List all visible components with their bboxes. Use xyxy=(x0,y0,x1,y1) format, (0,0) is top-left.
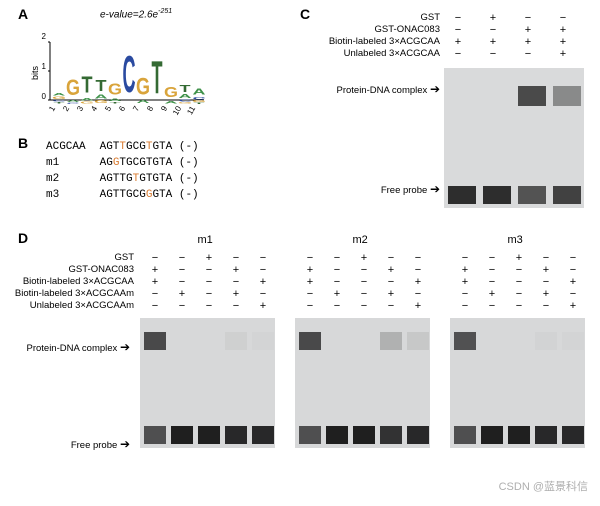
complex-text-d: Protein-DNA complex xyxy=(26,343,117,354)
complex-label-c: Protein-DNA complex ➔ xyxy=(300,82,440,96)
svg-text:4: 4 xyxy=(89,104,99,113)
free-text-d: Free probe xyxy=(71,440,117,451)
svg-text:5: 5 xyxy=(103,104,113,113)
panel-b-label: B xyxy=(18,135,28,151)
panel-d-label: D xyxy=(18,230,28,246)
svg-text:T: T xyxy=(179,84,190,95)
free-text-c: Free probe xyxy=(381,185,427,196)
svg-text:G: G xyxy=(66,76,80,100)
svg-text:9: 9 xyxy=(159,104,169,113)
evalue-exp: -251 xyxy=(158,8,172,15)
svg-text:G: G xyxy=(94,99,108,104)
svg-text:3: 3 xyxy=(75,104,85,113)
panel-a-label: A xyxy=(18,6,28,22)
free-label-c: Free probe ➔ xyxy=(350,182,440,196)
watermark-text: CSDN @蓝景科信 xyxy=(499,478,588,494)
svg-text:C: C xyxy=(67,103,80,105)
svg-text:A: A xyxy=(193,87,206,96)
svg-text:T: T xyxy=(53,102,64,104)
svg-text:G: G xyxy=(52,96,66,100)
svg-text:G: G xyxy=(164,84,178,101)
svg-text:G: G xyxy=(192,100,206,103)
svg-text:6: 6 xyxy=(117,104,127,113)
svg-text:A: A xyxy=(94,94,108,100)
svg-text:G: G xyxy=(108,80,122,98)
complex-label-d: Protein-DNA complex ➔ xyxy=(0,340,130,354)
logo-tick-0: 0 xyxy=(36,92,46,101)
sequence-table: ACGCAAAGTTGCGTGTA (-)m1AGGTGCGTGTA (-)m2… xyxy=(38,138,207,204)
logo-tick-1: 1 xyxy=(36,62,46,71)
svg-text:11: 11 xyxy=(185,104,197,116)
svg-text:8: 8 xyxy=(145,104,155,113)
gel-c xyxy=(444,68,584,208)
evalue-text: e-value=2.6e-251 xyxy=(100,8,172,20)
svg-text:T: T xyxy=(82,73,93,99)
arrow-icon: ➔ xyxy=(430,182,440,196)
svg-text:7: 7 xyxy=(131,104,141,113)
svg-text:C: C xyxy=(193,96,206,100)
arrow-icon: ➔ xyxy=(120,437,130,451)
svg-text:G: G xyxy=(178,102,192,104)
svg-text:T: T xyxy=(194,102,205,104)
logo-tick-2: 2 xyxy=(36,32,46,41)
svg-text:2: 2 xyxy=(61,104,71,113)
svg-text:A: A xyxy=(53,92,67,96)
sequence-logo: TCGA1CAG2GAT3GAT4TAG5C6AG7T8AG9GCAT10TGC… xyxy=(48,25,218,120)
svg-text:C: C xyxy=(53,100,66,102)
arrow-icon: ➔ xyxy=(430,82,440,96)
svg-text:T: T xyxy=(152,53,163,104)
svg-text:G: G xyxy=(136,74,150,100)
svg-text:T: T xyxy=(96,77,108,95)
arrow-icon: ➔ xyxy=(120,340,130,354)
svg-text:C: C xyxy=(123,47,136,104)
evalue-prefix: e-value=2.6e xyxy=(100,9,158,20)
svg-text:10: 10 xyxy=(171,104,184,117)
svg-text:C: C xyxy=(178,99,191,102)
svg-text:T: T xyxy=(109,102,120,104)
complex-text-c: Protein-DNA complex xyxy=(336,85,427,96)
svg-text:1: 1 xyxy=(48,104,58,113)
free-label-d: Free probe ➔ xyxy=(40,437,130,451)
svg-text:G: G xyxy=(80,101,94,104)
